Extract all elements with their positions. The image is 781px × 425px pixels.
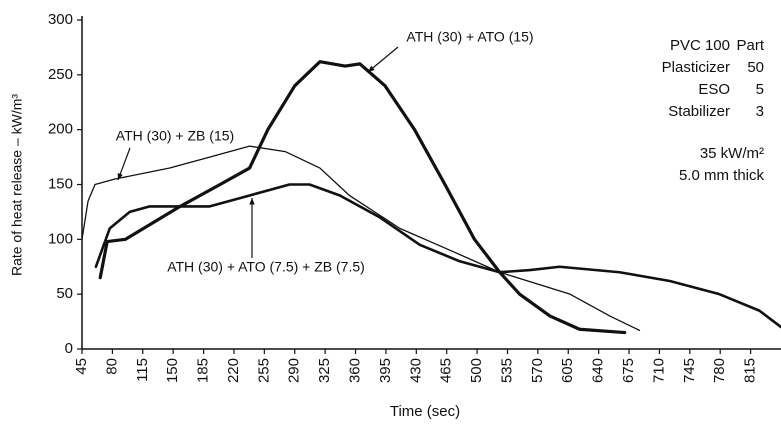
x-axis-label: Time (sec) xyxy=(390,403,460,420)
x-tick-label: 640 xyxy=(590,358,607,383)
x-tick-label: 710 xyxy=(650,358,667,383)
condition: 5.0 mm thick xyxy=(679,167,765,184)
x-tick-label: 675 xyxy=(620,358,637,383)
x-tick-label: 360 xyxy=(346,358,363,383)
info-value: 50 xyxy=(747,59,764,76)
y-axis-label: Rate of heat release – kW/m³ xyxy=(9,94,25,276)
info-value: Part xyxy=(736,37,764,54)
y-tick-label: 50 xyxy=(56,285,73,302)
x-tick-label: 395 xyxy=(377,358,394,383)
x-tick-label: 500 xyxy=(468,358,485,383)
x-tick-label: 45 xyxy=(73,358,90,375)
x-tick-label: 150 xyxy=(164,358,181,383)
series-annotation: ATH (30) + ATO (15) xyxy=(406,29,533,45)
x-tick-label: 290 xyxy=(286,358,303,383)
line-series xyxy=(94,183,781,329)
x-tick-label: 185 xyxy=(195,358,212,383)
x-tick-label: 220 xyxy=(225,358,242,383)
x-tick-label: 80 xyxy=(103,358,120,375)
info-value: 5 xyxy=(756,81,764,98)
x-tick-label: 325 xyxy=(316,358,333,383)
y-tick-label: 300 xyxy=(48,11,73,28)
x-tick-label: 780 xyxy=(711,358,728,383)
y-tick-label: 100 xyxy=(48,230,73,247)
info-value: 3 xyxy=(756,103,764,120)
line-series xyxy=(81,145,641,332)
x-tick-label: 815 xyxy=(742,358,759,383)
y-tick-label: 250 xyxy=(48,66,73,83)
arrow-head xyxy=(249,198,255,205)
x-tick-label: 115 xyxy=(134,358,151,382)
line-series xyxy=(98,60,627,335)
info-label: Plasticizer xyxy=(662,59,730,76)
y-tick-label: 150 xyxy=(48,175,73,192)
x-tick-label: 255 xyxy=(255,358,272,383)
series-annotation: ATH (30) + ZB (15) xyxy=(116,128,234,144)
info-label: Stabilizer xyxy=(668,103,730,120)
series-annotation: ATH (30) + ATO (7.5) + ZB (7.5) xyxy=(167,259,365,275)
y-tick-label: 0 xyxy=(65,340,73,357)
x-tick-label: 605 xyxy=(559,358,576,383)
condition: 35 kW/m² xyxy=(700,145,764,162)
info-label: ESO xyxy=(698,81,730,98)
y-tick-label: 200 xyxy=(48,121,73,138)
x-tick-label: 430 xyxy=(407,358,424,383)
arrow-head xyxy=(117,173,123,180)
info-label: PVC 100 xyxy=(670,37,730,54)
x-tick-label: 535 xyxy=(498,358,515,383)
annotation-arrow xyxy=(367,46,399,73)
x-tick-label: 570 xyxy=(529,358,546,383)
arrow-head xyxy=(368,65,375,72)
x-tick-label: 745 xyxy=(681,358,698,383)
x-tick-label: 465 xyxy=(438,358,455,383)
